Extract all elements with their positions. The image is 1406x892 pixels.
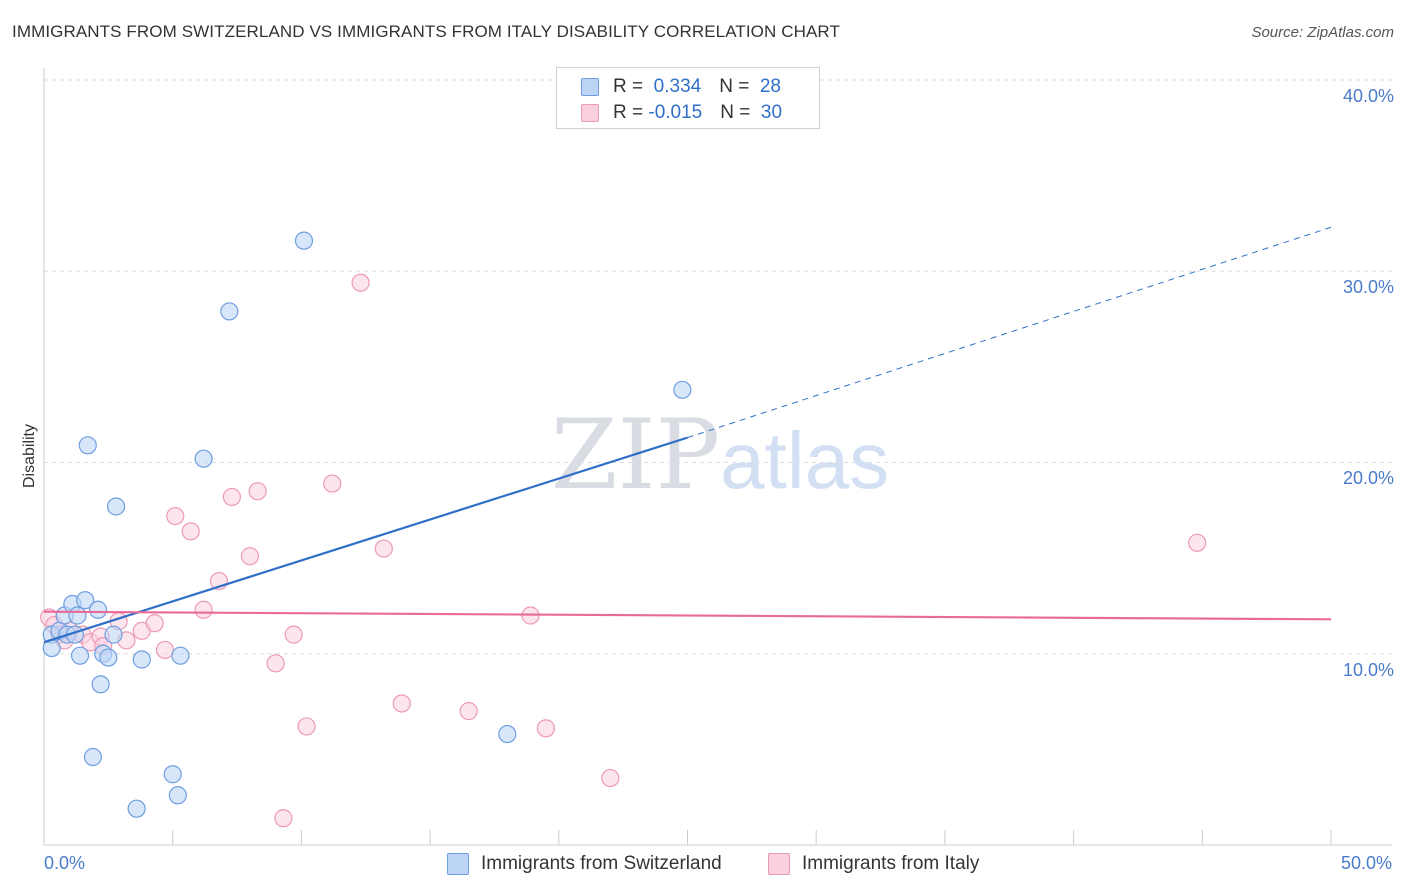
italy-point — [240, 547, 260, 566]
switzerland-point — [83, 747, 103, 767]
italy-point — [536, 719, 556, 738]
switzerland-point — [68, 606, 87, 625]
y-tick-40: 40.0% — [1342, 86, 1394, 106]
bottom-legend-label-italy: Immigrants from Italy — [802, 853, 980, 874]
switzerland-point — [673, 380, 692, 399]
switzerland-point — [163, 765, 182, 784]
watermark-atlas: atlas — [720, 416, 889, 505]
bottom-legend-switzerland: Immigrants from Switzerland — [447, 852, 722, 876]
legend-n-switzerland: 28 — [759, 76, 781, 97]
switzerland-point — [220, 302, 239, 321]
italy-point — [266, 654, 285, 673]
italy-point — [181, 522, 200, 541]
italy-point — [194, 600, 213, 619]
x-tick-min: 0.0% — [44, 853, 86, 873]
x-tick-max: 50.0% — [1340, 853, 1392, 873]
y-tick-30: 30.0% — [1342, 277, 1394, 297]
switzerland-point — [498, 724, 517, 744]
switzerland-point — [70, 646, 90, 665]
italy-point — [459, 702, 478, 721]
italy-point — [351, 273, 370, 292]
axes — [43, 68, 1392, 846]
switzerland-point — [194, 449, 213, 468]
bottom-legend-italy: Immigrants from Italy — [768, 852, 979, 876]
italy-point — [155, 640, 175, 660]
switzerland-trend-line — [43, 436, 688, 644]
switzerland-point — [78, 436, 97, 455]
watermark: ZIPatlas — [551, 399, 889, 511]
switzerland-point — [76, 591, 95, 610]
chart-source: Source: ZipAtlas.com — [1251, 24, 1394, 41]
switzerland-point — [127, 799, 146, 818]
trend-lines — [43, 226, 1332, 644]
y-tick-20: 20.0% — [1342, 468, 1394, 488]
bottom-legend-swatch-blue — [447, 853, 469, 875]
switzerland-point — [171, 646, 190, 665]
legend-row-italy: R = -0.015 N = 30 — [581, 101, 782, 125]
series-switzerland-points — [42, 231, 692, 818]
italy-point — [323, 474, 342, 493]
switzerland-point — [91, 675, 110, 694]
grid-lines — [44, 79, 1392, 655]
italy-point — [274, 809, 293, 828]
y-tick-10: 10.0% — [1342, 660, 1394, 680]
italy-point — [222, 487, 242, 507]
series-italy-points — [40, 273, 1207, 828]
switzerland-point — [99, 648, 118, 667]
italy-point — [374, 539, 393, 558]
legend-swatch-pink — [581, 104, 599, 122]
legend-n-italy: 30 — [760, 102, 783, 123]
legend-r-italy: -0.015 — [648, 102, 703, 123]
legend-row-switzerland: R = 0.334 N = 28 — [581, 75, 781, 99]
switzerland-point — [106, 497, 126, 516]
italy-point — [601, 768, 620, 788]
switzerland-point — [88, 600, 108, 619]
bottom-legend-swatch-pink — [768, 853, 790, 875]
legend-r-switzerland: 0.334 — [653, 76, 702, 97]
switzerland-point — [294, 231, 314, 250]
italy-point — [297, 717, 316, 736]
italy-point — [392, 694, 411, 713]
italy-trend-line — [43, 610, 1332, 621]
italy-point — [248, 482, 267, 501]
switzerland-trend-extension — [687, 226, 1332, 439]
chart-title: IMMIGRANTS FROM SWITZERLAND VS IMMIGRANT… — [12, 22, 840, 41]
switzerland-point — [132, 650, 151, 669]
legend-swatch-blue — [581, 78, 599, 96]
switzerland-point — [104, 625, 123, 644]
italy-point — [284, 625, 303, 644]
bottom-legend-label-switzerland: Immigrants from Switzerland — [481, 853, 722, 874]
stats-legend: R = 0.334 N = 28 R = -0.015 N = 30 — [556, 67, 820, 129]
italy-point — [1188, 533, 1207, 552]
switzerland-point — [168, 786, 187, 805]
italy-point — [166, 506, 185, 526]
italy-point — [145, 614, 164, 633]
